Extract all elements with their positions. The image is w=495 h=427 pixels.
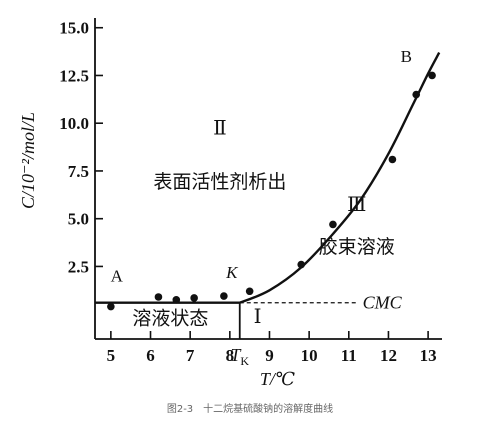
x-tick-label: 10 — [301, 346, 318, 365]
tk-subscript: K — [240, 354, 249, 368]
data-point — [220, 292, 228, 300]
data-point — [388, 155, 397, 164]
x-tick-label: 12 — [380, 346, 397, 365]
data-point — [172, 296, 181, 304]
x-tick-label: 5 — [107, 346, 116, 365]
label-layer: T/℃ C/10⁻²/mol/L 图2-3 十二烷基硫酸钠的溶解度曲线 Ⅱ 表面活… — [18, 112, 395, 415]
region-numeral: Ⅱ — [213, 118, 227, 140]
chart-annotations: CMC — [238, 293, 403, 339]
region-label: 胶束溶液 — [319, 236, 395, 258]
data-point — [154, 293, 163, 301]
data-point — [297, 260, 306, 269]
axes — [94, 18, 442, 340]
tk-tick-label: TK — [230, 345, 249, 368]
y-axis-label: C/10⁻²/mol/L — [18, 112, 38, 209]
region-label: 溶液状态 — [132, 308, 208, 330]
data-point — [245, 287, 254, 296]
tk-main: T — [230, 345, 242, 365]
point-label-k: K — [225, 263, 239, 282]
solubility-curve-layer — [95, 52, 441, 304]
x-tick-label: 13 — [420, 346, 437, 365]
data-points-layer: A K B — [107, 47, 436, 311]
y-tick-label: 2.5 — [68, 257, 89, 276]
region-numeral: Ⅰ — [254, 306, 262, 328]
data-point — [329, 220, 337, 229]
x-tick-label: 8 — [226, 346, 235, 365]
region-label: 表面活性剂析出 — [153, 171, 286, 193]
region-numeral: Ⅲ — [347, 194, 366, 216]
x-tick-label: 9 — [265, 346, 274, 365]
x-axis-label: T/℃ — [260, 369, 295, 389]
y-tick-label: 7.5 — [68, 162, 89, 181]
point-label-b: B — [401, 47, 412, 66]
x-tick-label: 11 — [341, 346, 357, 365]
solubility-curve — [95, 52, 441, 304]
cmc-label: CMC — [363, 293, 403, 313]
y-tick-label: 12.5 — [59, 66, 89, 85]
point-label-a: A — [111, 267, 124, 286]
data-point — [412, 90, 421, 99]
data-point — [190, 294, 198, 302]
x-tick-label: 6 — [146, 346, 155, 365]
figure-caption: 图2-3 十二烷基硫酸钠的溶解度曲线 — [167, 402, 333, 415]
data-point — [107, 302, 115, 311]
y-tick-label: 10.0 — [59, 114, 89, 133]
data-point — [428, 71, 436, 80]
x-tick-label: 7 — [186, 346, 195, 365]
y-tick-label: 5.0 — [68, 210, 89, 229]
y-tick-label: 15.0 — [59, 19, 89, 38]
